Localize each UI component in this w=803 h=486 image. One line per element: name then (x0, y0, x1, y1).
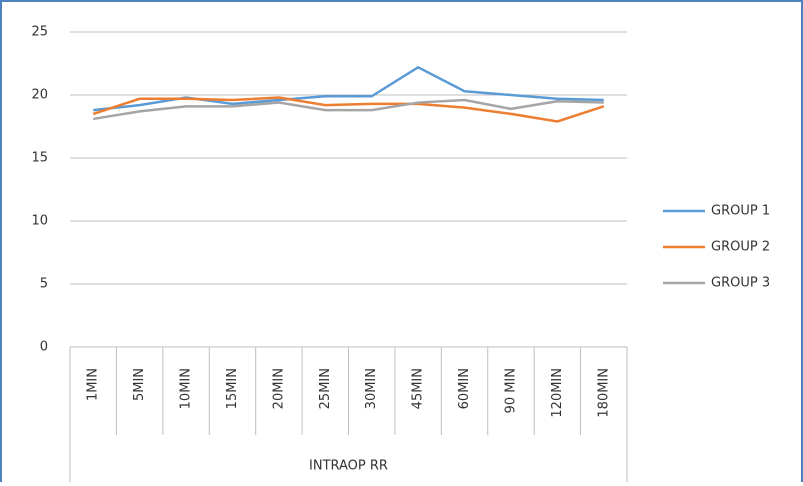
x-tick-label: 15MIN (225, 368, 240, 409)
y-tick-label: 5 (40, 277, 48, 292)
legend-label: GROUP 2 (711, 240, 770, 255)
x-tick-label: 25MIN (318, 368, 333, 409)
x-tick-label: 90 MIN (503, 368, 518, 413)
x-axis-title: INTRAOP RR (309, 459, 388, 474)
y-tick-label: 15 (31, 151, 48, 166)
x-tick-label: 60MIN (457, 368, 472, 409)
x-tick-label: 45MIN (411, 368, 426, 409)
legend-label: GROUP 3 (711, 276, 770, 291)
y-tick-label: 10 (31, 214, 48, 229)
x-tick-label: 5MIN (132, 368, 147, 401)
x-tick-label: 180MIN (596, 368, 611, 418)
x-tick-label: 30MIN (364, 368, 379, 409)
legend-label: GROUP 1 (711, 204, 770, 219)
y-tick-label: 20 (31, 88, 48, 103)
series-line (92, 96, 605, 123)
x-tick-label: 120MIN (550, 368, 565, 418)
x-tick-label: 20MIN (271, 368, 286, 409)
x-tick-label: 10MIN (179, 368, 194, 409)
y-tick-label: 25 (31, 25, 48, 40)
x-tick-label: 1MIN (86, 368, 101, 401)
y-tick-label: 0 (40, 340, 48, 355)
series-line (93, 98, 604, 121)
